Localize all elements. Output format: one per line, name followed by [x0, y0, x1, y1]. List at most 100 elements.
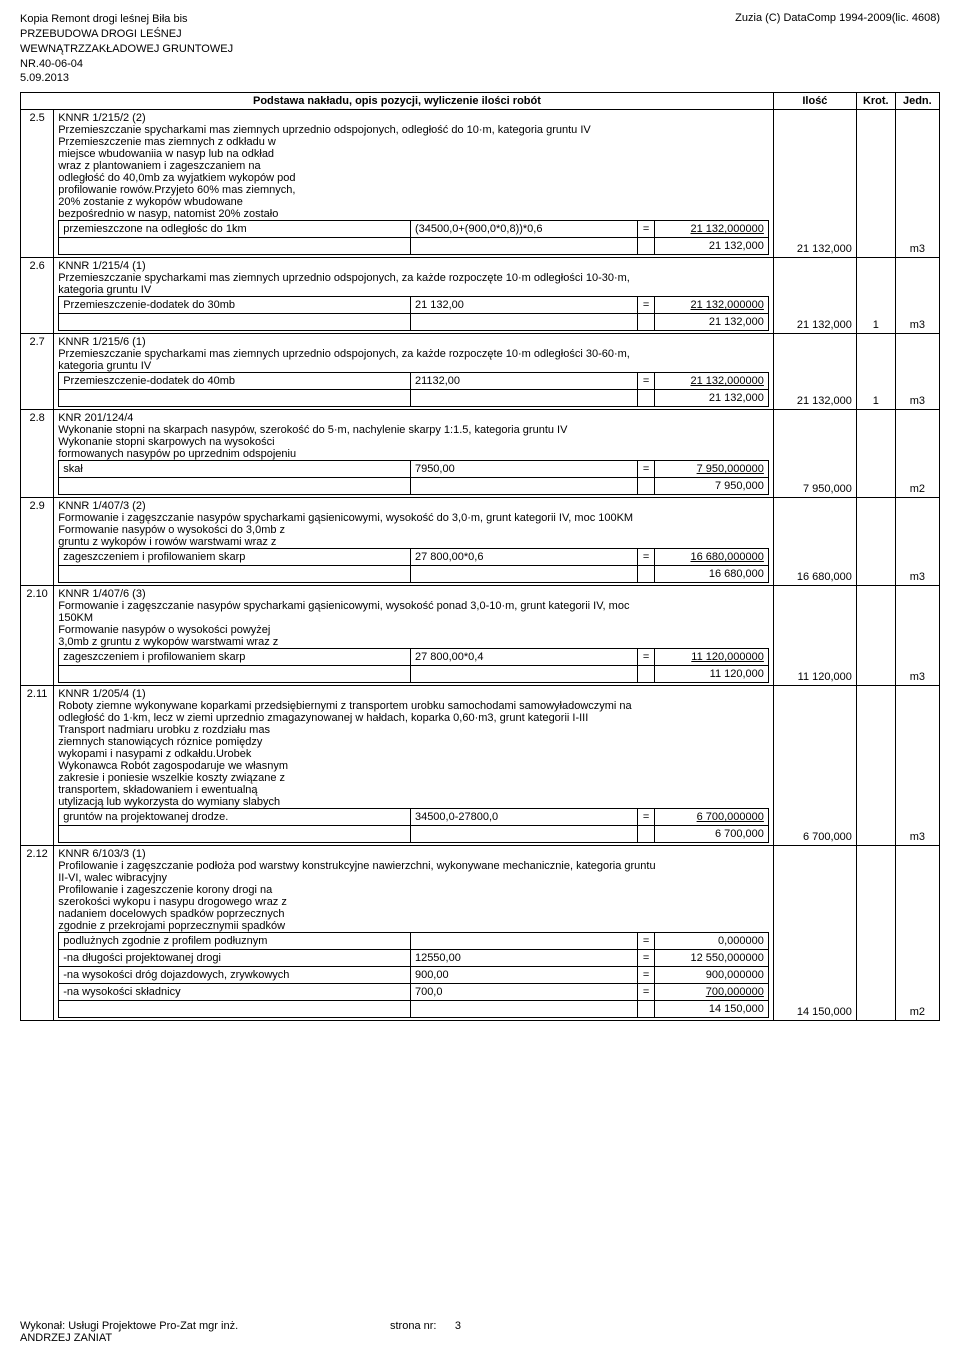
row-ilosc: 21 132,000: [773, 258, 856, 334]
row-ilosc: 21 132,000: [773, 110, 856, 258]
calc-label: -na długości projektowanej drogi: [59, 950, 411, 967]
calc-row: podlużnych zgodnie z profilem podłuznym=…: [59, 933, 769, 950]
table-row: 2.11KNNR 1/205/4 (1)Roboty ziemne wykony…: [21, 686, 940, 846]
row-krot: 1: [856, 258, 895, 334]
row-desc-line: Przemieszczenie mas ziemnych z odkładu w: [58, 136, 769, 148]
calc-table: zageszczeniem i profilowaniem skarp27 80…: [58, 648, 769, 683]
row-desc-line: wraz z plantowaniem i zageszczaniem na: [58, 160, 769, 172]
calc-val: 16 680,000000: [655, 549, 768, 566]
table-row: 2.7KNNR 1/215/6 (1)Przemieszczanie spych…: [21, 334, 940, 410]
calc-expr: 21132,00: [410, 373, 637, 390]
row-desc-line: zgodnie z przekrojami poprzecznymii spad…: [58, 920, 769, 932]
footer-page: strona nr: 3: [390, 1320, 461, 1332]
calc-subtotal-row: 21 132,000: [59, 238, 769, 255]
calc-label: Przemieszczenie-dodatek do 40mb: [59, 373, 411, 390]
calc-subtotal: 14 150,000: [655, 1001, 768, 1018]
row-krot: 1: [856, 334, 895, 410]
row-desc-line: profilowanie rowów.Przyjeto 60% mas ziem…: [58, 184, 769, 196]
calc-label: skał: [59, 461, 411, 478]
row-desc-line: 3,0mb z gruntu z wykopów warstwami wraz …: [58, 636, 769, 648]
row-desc-line: 150KM: [58, 612, 769, 624]
cost-table-wrap: Podstawa nakładu, opis pozycji, wyliczen…: [20, 92, 940, 1021]
row-ilosc: 6 700,000: [773, 686, 856, 846]
row-num: 2.5: [21, 110, 54, 258]
calc-expr: 7950,00: [410, 461, 637, 478]
proj-line5: 5.09.2013: [20, 71, 233, 86]
row-desc-line: bezpośrednio w nasyp, natomist 20% zosta…: [58, 208, 769, 220]
calc-val: 11 120,000000: [655, 649, 768, 666]
calc-subtotal-row: 7 950,000: [59, 478, 769, 495]
calc-row: zageszczeniem i profilowaniem skarp27 80…: [59, 649, 769, 666]
calc-eq: =: [637, 950, 655, 967]
calc-subtotal: 21 132,000: [655, 314, 768, 331]
row-desc-line: Wykonanie stopni skarpowych na wysokości: [58, 436, 769, 448]
row-jedn: m3: [895, 110, 939, 258]
row-krot: [856, 498, 895, 586]
row-jedn: m3: [895, 498, 939, 586]
table-row: 2.12KNNR 6/103/3 (1)Profilowanie i zagęs…: [21, 846, 940, 1021]
row-num: 2.10: [21, 586, 54, 686]
calc-eq: =: [637, 549, 655, 566]
calc-row: -na wysokości dróg dojazdowych, zrywkowy…: [59, 967, 769, 984]
row-desc-line: Roboty ziemne wykonywane koparkami przed…: [58, 700, 769, 712]
calc-expr: [410, 933, 637, 950]
row-krot: [856, 110, 895, 258]
calc-row: skał7950,00=7 950,000000: [59, 461, 769, 478]
table-row: 2.9KNNR 1/407/3 (2)Formowanie i zagęszcz…: [21, 498, 940, 586]
calc-subtotal-row: 11 120,000: [59, 666, 769, 683]
col-ilosc-header: Ilość: [773, 93, 856, 110]
row-desc-line: Przemieszczanie spycharkami mas ziemnych…: [58, 348, 769, 360]
page-label: strona nr:: [390, 1320, 436, 1332]
row-desc-line: Transport nadmiaru urobku z rozdziału ma…: [58, 724, 769, 736]
calc-table: skał7950,00=7 950,0000007 950,000: [58, 460, 769, 495]
table-row: 2.6KNNR 1/215/4 (1)Przemieszczanie spych…: [21, 258, 940, 334]
row-desc-line: Formowanie i zagęszczanie nasypów spycha…: [58, 600, 769, 612]
row-num: 2.12: [21, 846, 54, 1021]
calc-subtotal: 11 120,000: [655, 666, 768, 683]
cost-table: Podstawa nakładu, opis pozycji, wyliczen…: [20, 92, 940, 1021]
row-num: 2.11: [21, 686, 54, 846]
row-desc-line: szerokości wykopu i nasypu drogowego wra…: [58, 896, 769, 908]
calc-subtotal-row: 6 700,000: [59, 826, 769, 843]
row-code: KNNR 6/103/3 (1): [58, 848, 769, 860]
row-jedn: m3: [895, 258, 939, 334]
table-row: 2.10KNNR 1/407/6 (3)Formowanie i zagęszc…: [21, 586, 940, 686]
row-jedn: m3: [895, 334, 939, 410]
row-num: 2.7: [21, 334, 54, 410]
calc-val: 0,000000: [655, 933, 768, 950]
row-code: KNR 201/124/4: [58, 412, 769, 424]
row-code: KNNR 1/215/4 (1): [58, 260, 769, 272]
calc-expr: 34500,0-27800,0: [410, 809, 637, 826]
calc-eq: =: [637, 984, 655, 1001]
calc-expr: 700,0: [410, 984, 637, 1001]
calc-eq: =: [637, 967, 655, 984]
calc-val: 7 950,000000: [655, 461, 768, 478]
calc-table: gruntów na projektowanej drodze.34500,0-…: [58, 808, 769, 843]
calc-expr: 12550,00: [410, 950, 637, 967]
col-desc-header: Podstawa nakładu, opis pozycji, wyliczen…: [21, 93, 774, 110]
footer-author1: Wykonał: Usługi Projektowe Pro-Zat mgr i…: [20, 1320, 940, 1332]
row-jedn: m3: [895, 586, 939, 686]
row-desc-line: Przemieszczanie spycharkami mas ziemnych…: [58, 272, 769, 284]
calc-expr: 900,00: [410, 967, 637, 984]
calc-subtotal: 16 680,000: [655, 566, 768, 583]
row-desc-line: Wykonawca Robót zagospodaruje we własnym: [58, 760, 769, 772]
header-left: Kopia Remont drogi leśnej Biła bis PRZEB…: [20, 12, 233, 86]
calc-expr: 27 800,00*0,4: [410, 649, 637, 666]
row-desc-line: utylizacją lub wykorzysta do wymiany sla…: [58, 796, 769, 808]
row-jedn: m2: [895, 846, 939, 1021]
calc-eq: =: [637, 809, 655, 826]
row-desc-line: Profilowanie i zageszczenie korony drogi…: [58, 884, 769, 896]
page-footer: Wykonał: Usługi Projektowe Pro-Zat mgr i…: [20, 1320, 940, 1344]
calc-label: przemieszczone na odległośc do 1km: [59, 221, 411, 238]
row-desc-line: formowanych nasypów po uprzednim odspoje…: [58, 448, 769, 460]
calc-subtotal-row: 21 132,000: [59, 390, 769, 407]
col-krot-header: Krot.: [856, 93, 895, 110]
row-desc-line: odległość do 1·km, lecz w ziemi uprzedni…: [58, 712, 769, 724]
calc-subtotal-row: 16 680,000: [59, 566, 769, 583]
row-body: KNNR 1/215/6 (1)Przemieszczanie spychark…: [54, 334, 774, 410]
row-body: KNNR 1/205/4 (1)Roboty ziemne wykonywane…: [54, 686, 774, 846]
row-krot: [856, 410, 895, 498]
calc-subtotal: 7 950,000: [655, 478, 768, 495]
calc-row: -na długości projektowanej drogi12550,00…: [59, 950, 769, 967]
